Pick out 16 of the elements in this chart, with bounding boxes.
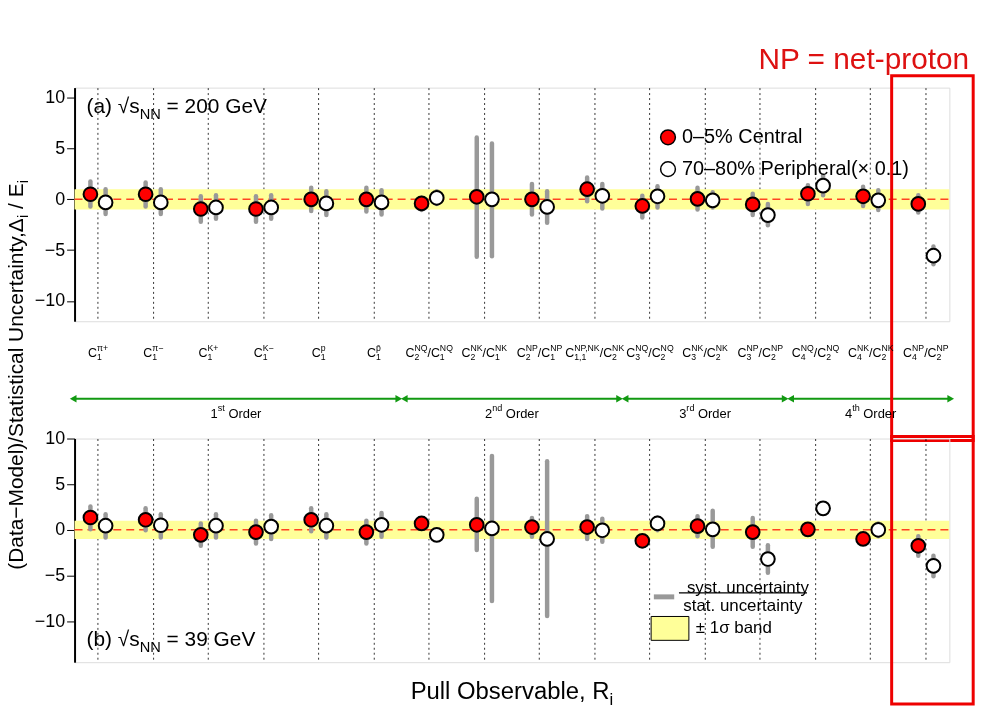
y-tick-label: −10 bbox=[34, 610, 66, 631]
y-tick-label: −10 bbox=[34, 290, 66, 311]
annotation: stat. uncertainty bbox=[683, 595, 804, 615]
y-axis-title: (Data−Model)/Statistical Uncertainty,Δi / Ei bbox=[3, 180, 32, 570]
annotation: syst. uncertainty bbox=[686, 577, 810, 597]
legend-label: ± 1σ band bbox=[695, 618, 772, 638]
text: NP = net-proton bbox=[758, 41, 970, 75]
y-tick-label: 5 bbox=[55, 473, 66, 494]
y-tick-label: 10 bbox=[45, 87, 66, 108]
y-tick-label: 10 bbox=[45, 427, 66, 448]
y-tick-label: −5 bbox=[44, 564, 66, 585]
y-tick-label: 0 bbox=[55, 519, 66, 540]
y-tick-label: 0 bbox=[55, 188, 66, 209]
y-tick-label: 5 bbox=[55, 138, 66, 159]
legend-label: 0–5% Central bbox=[681, 125, 803, 148]
y-tick-label: −5 bbox=[44, 239, 66, 260]
